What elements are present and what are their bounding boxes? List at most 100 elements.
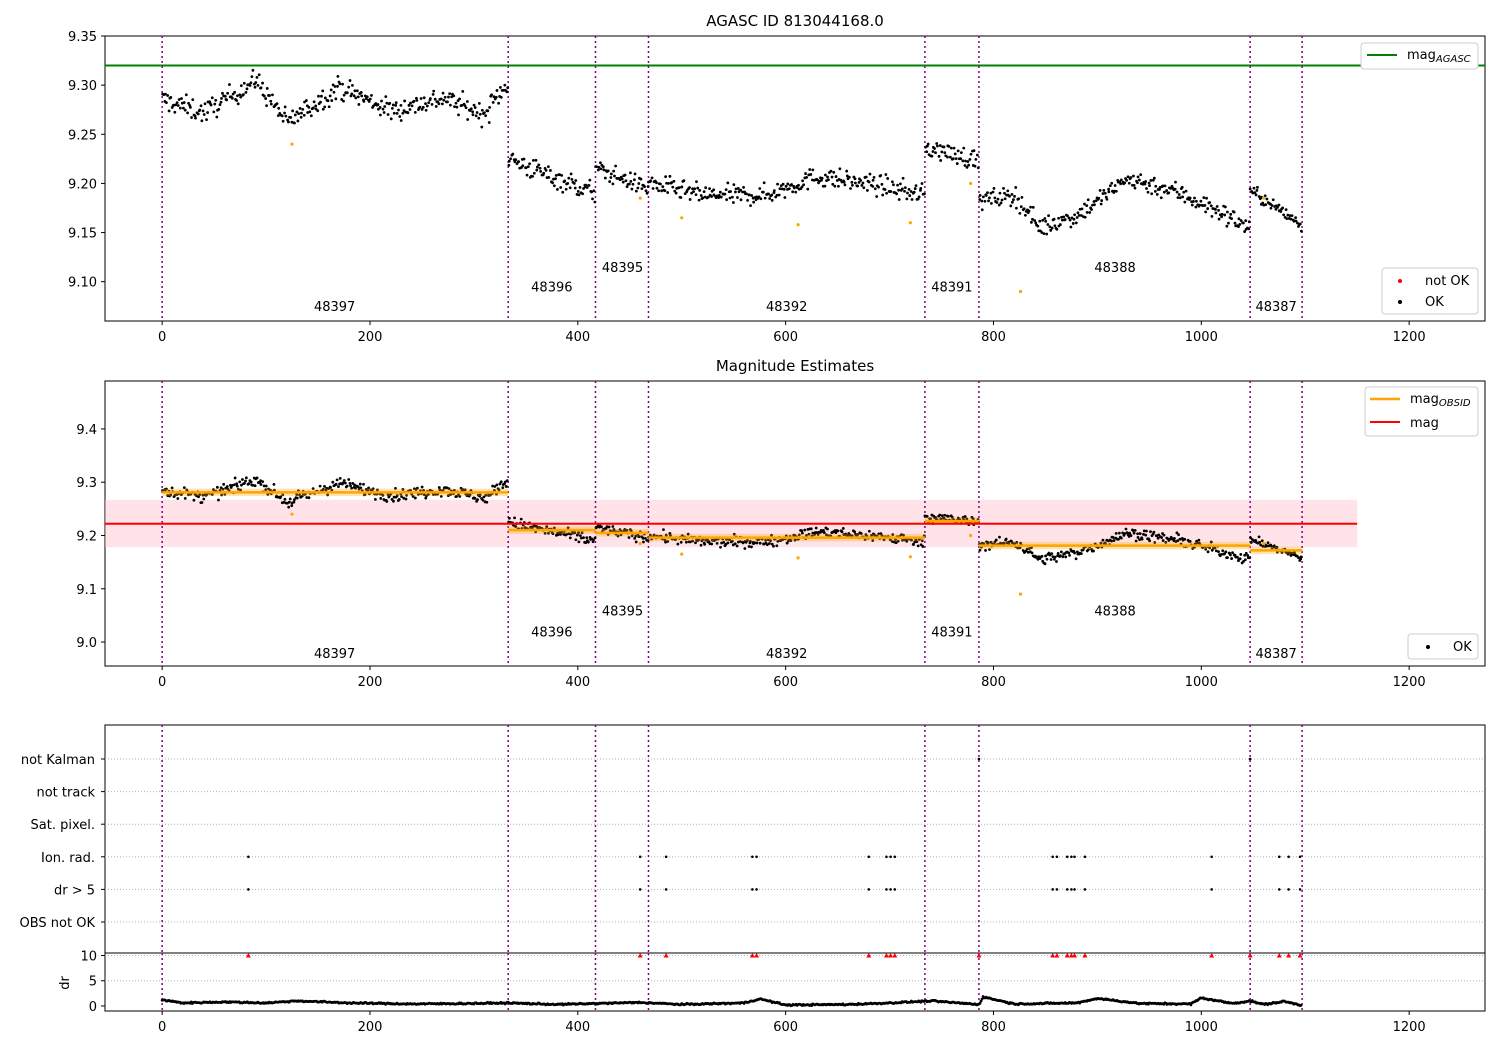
x-tick-label: 200 bbox=[358, 330, 383, 345]
ok-point bbox=[707, 195, 710, 199]
ok-point bbox=[797, 183, 800, 187]
ok-point bbox=[389, 117, 393, 121]
ok-point bbox=[1136, 175, 1140, 179]
ok-point bbox=[498, 86, 502, 89]
ok-point bbox=[255, 476, 259, 480]
ok-point bbox=[209, 103, 213, 107]
ok-point bbox=[1223, 205, 1227, 209]
ok-point bbox=[487, 121, 491, 124]
ok-point bbox=[629, 179, 633, 183]
ok-point bbox=[1129, 176, 1133, 179]
flag-point bbox=[889, 855, 892, 859]
ok-point bbox=[833, 184, 837, 188]
ok-point bbox=[1060, 215, 1063, 219]
ok-point bbox=[946, 514, 950, 518]
ok-point bbox=[253, 85, 257, 89]
ok-point bbox=[851, 183, 854, 187]
ok-point bbox=[688, 540, 692, 544]
ok-point bbox=[1043, 562, 1047, 566]
ok-point bbox=[1214, 207, 1217, 211]
ok-point bbox=[803, 528, 807, 532]
ok-point bbox=[611, 525, 615, 528]
obsid-label: 48391 bbox=[931, 281, 972, 296]
ok-point bbox=[362, 99, 366, 103]
ok-point bbox=[251, 68, 255, 72]
ok-point bbox=[961, 159, 965, 163]
ok-point bbox=[1038, 219, 1042, 223]
ok-point bbox=[514, 525, 518, 528]
ok-point bbox=[975, 153, 979, 157]
ok-point bbox=[1254, 193, 1258, 197]
ok-point bbox=[956, 149, 960, 153]
y-tick-label: 9.35 bbox=[68, 30, 97, 45]
ok-point bbox=[166, 94, 170, 97]
ok-point bbox=[611, 182, 615, 186]
legend-box bbox=[1381, 267, 1479, 315]
ok-point bbox=[795, 186, 799, 190]
ok-point bbox=[978, 198, 982, 201]
ok-point bbox=[637, 535, 641, 539]
flag-point bbox=[1298, 888, 1302, 891]
ok-point bbox=[1294, 219, 1298, 223]
flag-point bbox=[1070, 855, 1073, 859]
ok-point bbox=[450, 95, 454, 99]
ok-point bbox=[702, 190, 706, 194]
ok-point bbox=[210, 493, 214, 496]
flag-point bbox=[1051, 855, 1055, 859]
ok-point bbox=[358, 482, 362, 486]
ok-point bbox=[222, 482, 226, 486]
ok-point bbox=[170, 486, 174, 490]
ok-point bbox=[1121, 531, 1125, 535]
ok-point bbox=[959, 151, 963, 155]
ok-point bbox=[410, 104, 414, 108]
top-legend-agasc: magAGASC bbox=[1360, 42, 1479, 70]
ok-point bbox=[955, 162, 959, 165]
ok-point bbox=[312, 100, 316, 104]
ok-point bbox=[547, 176, 551, 179]
ok-point bbox=[943, 513, 947, 517]
ok-point bbox=[1099, 541, 1103, 545]
dr-axes-frame bbox=[104, 952, 1486, 1012]
ok-point bbox=[321, 107, 325, 111]
ok-point bbox=[913, 540, 917, 544]
ok-point bbox=[460, 103, 464, 107]
ok-point bbox=[348, 79, 352, 82]
ok-point bbox=[969, 152, 973, 156]
ok-point bbox=[1286, 213, 1290, 217]
ok-point bbox=[254, 81, 258, 84]
ok-point bbox=[758, 187, 762, 190]
ok-point bbox=[431, 93, 435, 96]
flag-point bbox=[751, 855, 754, 859]
ok-point bbox=[1174, 180, 1177, 184]
ok-point bbox=[459, 486, 463, 490]
ok-point bbox=[323, 96, 327, 100]
ok-point bbox=[873, 533, 877, 537]
ok-point bbox=[174, 103, 178, 107]
ok-point bbox=[764, 538, 767, 542]
ok-point bbox=[862, 186, 866, 190]
ok-point bbox=[277, 106, 281, 110]
ok-point bbox=[1100, 199, 1104, 202]
ok-point bbox=[577, 531, 580, 535]
flag-point bbox=[1073, 855, 1076, 859]
ok-point bbox=[1059, 550, 1063, 554]
ok-point bbox=[801, 179, 805, 183]
ok-point bbox=[601, 165, 605, 169]
ok-point bbox=[354, 96, 358, 100]
ok-point bbox=[1009, 204, 1013, 208]
dr-high-marker bbox=[1072, 953, 1078, 958]
ok-point bbox=[1169, 186, 1172, 190]
ok-point bbox=[380, 99, 383, 103]
ok-point bbox=[225, 485, 229, 488]
ok-point bbox=[749, 204, 752, 207]
ok-point bbox=[784, 184, 788, 188]
x-tick-label: 200 bbox=[358, 675, 383, 690]
ok-point bbox=[382, 111, 386, 114]
ok-point bbox=[1047, 214, 1050, 218]
ok-point bbox=[1132, 174, 1135, 178]
ok-point bbox=[215, 485, 219, 489]
ok-point bbox=[1064, 555, 1068, 559]
ok-point bbox=[538, 166, 542, 170]
ok-point bbox=[889, 190, 893, 193]
ok-point bbox=[903, 189, 906, 193]
